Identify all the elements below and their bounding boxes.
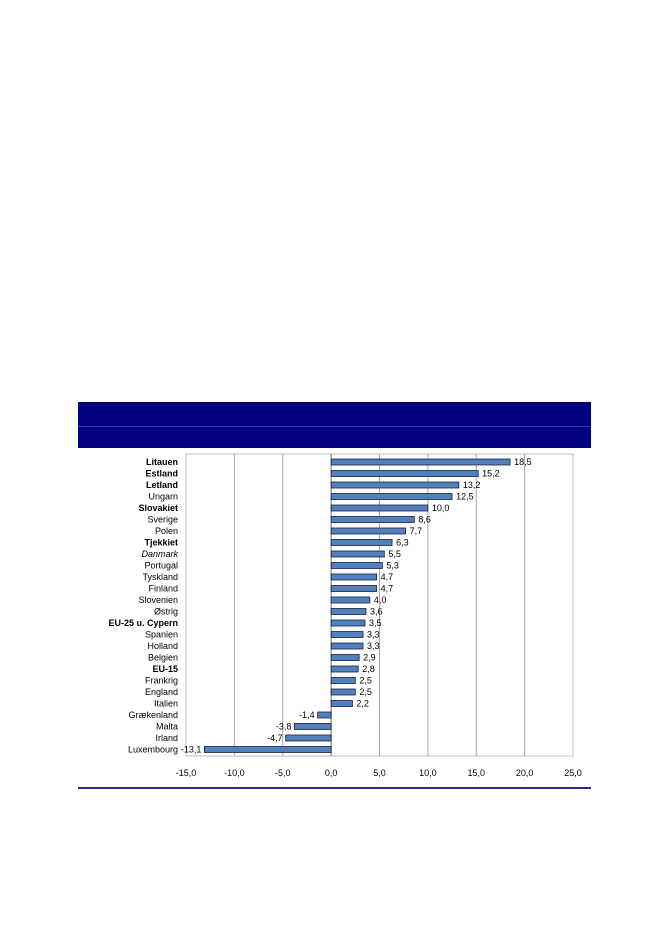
value-label: 10,0: [432, 503, 450, 513]
value-label: 18,5: [514, 457, 532, 467]
value-label: 5,3: [386, 561, 399, 571]
category-label: Litauen: [146, 457, 178, 467]
value-label: 8,6: [418, 515, 431, 525]
value-label: -4,7: [267, 733, 283, 743]
bar: [330, 631, 364, 638]
header-separator: [78, 426, 591, 427]
value-label: 4,7: [381, 584, 394, 594]
category-label: EU-25 u. Cypern: [108, 618, 178, 628]
value-label: 4,0: [374, 595, 387, 605]
category-label: England: [145, 687, 178, 697]
bar: [330, 596, 371, 604]
value-label: 15,2: [482, 469, 500, 479]
bar: [330, 688, 356, 696]
value-label: 7,7: [410, 526, 423, 536]
value-label: -1,4: [299, 710, 315, 720]
bar: [330, 504, 429, 512]
header-bar-bottom: [78, 427, 591, 448]
bar: [330, 700, 353, 707]
bar: [330, 550, 385, 558]
value-label: 2,2: [356, 699, 369, 709]
category-label: Slovenien: [138, 595, 178, 605]
bar: [330, 516, 415, 523]
bar: [330, 619, 366, 627]
category-label: Luxembourg: [128, 745, 178, 755]
bar: [330, 562, 383, 569]
value-label: 3,3: [367, 641, 380, 651]
category-label: Letland: [146, 480, 178, 490]
x-tick-label: -15,0: [176, 768, 197, 778]
category-label: Danmark: [141, 549, 178, 559]
value-label: 2,5: [359, 676, 372, 686]
value-label: 6,3: [396, 538, 409, 548]
bar-chart: -15,0 -10,0 -5,0 0,0 5,0 10,0 15,0 20,0 25,0 Lita…: [108, 453, 582, 778]
bar: [203, 746, 332, 753]
bar: [330, 573, 377, 581]
x-tick-label: 20,0: [516, 768, 534, 778]
value-label: 2,5: [359, 687, 372, 697]
category-label: Ungarn: [148, 492, 178, 502]
value-label: 2,9: [363, 653, 376, 663]
value-label: 12,5: [456, 492, 474, 502]
value-label: 4,7: [381, 572, 394, 582]
header-bar-top: [78, 402, 591, 426]
bar: [330, 665, 359, 673]
bar: [285, 734, 332, 742]
bar: [330, 458, 511, 466]
category-label: Holland: [147, 641, 178, 651]
category-label: Estland: [145, 469, 178, 479]
bottom-rule: [78, 787, 591, 789]
value-label: 3,6: [370, 607, 383, 617]
bar: [330, 527, 407, 535]
category-label: Belgien: [148, 653, 178, 663]
chart-area: -15,0 -10,0 -5,0 0,0 5,0 10,0 15,0 20,0 25,0 Lita…: [78, 448, 591, 788]
category-label: Østrig: [154, 607, 178, 617]
category-label: Frankrig: [145, 676, 178, 686]
category-label: Finland: [148, 584, 178, 594]
x-tick-label: 25,0: [564, 768, 582, 778]
x-tick-label: 10,0: [419, 768, 437, 778]
x-tick-label: -10,0: [224, 768, 245, 778]
bar: [330, 470, 479, 477]
category-label: Irland: [155, 733, 178, 743]
value-label: -3,8: [276, 722, 292, 732]
bar: [330, 654, 360, 661]
value-label: 5,5: [388, 549, 401, 559]
bar: [330, 481, 460, 489]
category-label: Portugal: [144, 561, 178, 571]
bar: [330, 608, 367, 615]
value-label: -13,1: [181, 745, 202, 755]
category-label: Polen: [155, 526, 178, 536]
value-label: 3,3: [367, 630, 380, 640]
x-tick-label: -5,0: [275, 768, 291, 778]
bar: [293, 723, 332, 730]
category-label: Tjekkiet: [144, 538, 178, 548]
x-tick-label: 5,0: [373, 768, 386, 778]
x-tick-label: 0,0: [325, 768, 338, 778]
bar: [330, 585, 377, 592]
value-label: 3,5: [369, 618, 382, 628]
value-label: 13,2: [463, 480, 481, 490]
category-label: Sverige: [147, 515, 178, 525]
category-label: Spanien: [145, 630, 178, 640]
category-label: Italien: [154, 699, 178, 709]
value-label: 2,8: [362, 664, 375, 674]
category-label: Tyskland: [142, 572, 178, 582]
bar: [330, 677, 356, 684]
x-tick-label: 15,0: [467, 768, 485, 778]
bar: [330, 539, 393, 546]
category-label: Slovakiet: [138, 503, 178, 513]
bar: [330, 642, 364, 650]
category-label: Malta: [156, 722, 178, 732]
category-label: EU-15: [152, 664, 178, 674]
bar: [330, 493, 453, 500]
bar: [317, 711, 332, 719]
category-label: Grækenland: [128, 710, 178, 720]
